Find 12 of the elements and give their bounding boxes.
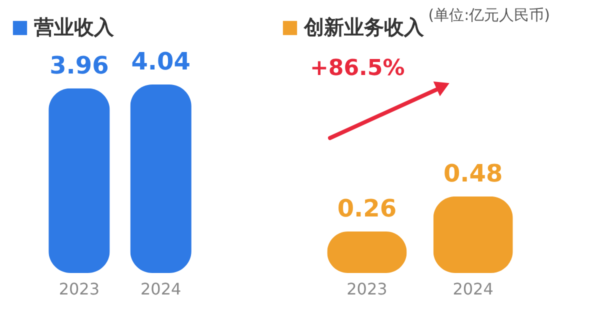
text: +86.5% bbox=[310, 56, 405, 81]
data-label: 4.04 bbox=[131, 48, 190, 76]
data-label: 0.48 bbox=[443, 159, 503, 188]
legend-label: 创新业务收入 bbox=[303, 15, 425, 39]
x-tick-label: 2023 bbox=[346, 280, 388, 298]
chart-title: (单位:亿元人民币) bbox=[428, 6, 550, 24]
legend-label: 营业收入 bbox=[33, 15, 115, 39]
data-label: 3.96 bbox=[50, 51, 109, 80]
data-label: 0.26 bbox=[337, 194, 397, 223]
x-tick-label: 2024 bbox=[452, 280, 494, 298]
x-tick-label: 2023 bbox=[58, 280, 100, 298]
x-tick-label: 2024 bbox=[140, 280, 182, 298]
